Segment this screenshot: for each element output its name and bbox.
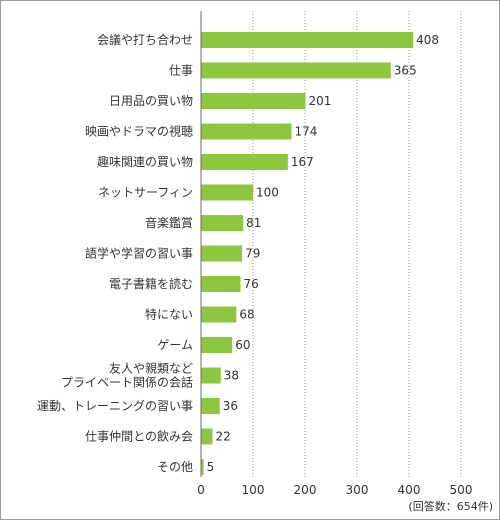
bar	[201, 32, 414, 48]
bar	[201, 154, 288, 170]
category-label: 仕事仲間との飲み会	[85, 429, 193, 444]
x-tick-label: 300	[346, 483, 369, 497]
response-count-note: (回答数：654件)	[408, 499, 493, 513]
category-label: 日用品の買い物	[109, 94, 193, 108]
bar	[201, 337, 233, 353]
bar	[201, 62, 391, 79]
bar	[201, 459, 204, 475]
category-label: 運動、トレーニングの習い事	[37, 399, 193, 413]
category-label: 映画やドラマの視聴	[85, 124, 193, 139]
value-label: 5	[207, 460, 215, 474]
x-tick-label: 0	[197, 483, 205, 497]
value-label: 79	[245, 247, 260, 261]
value-label: 68	[239, 308, 254, 322]
category-label: 仕事	[169, 64, 193, 78]
bar	[201, 367, 221, 384]
category-label: 電子書籍を読む	[109, 276, 193, 291]
bar	[201, 306, 237, 323]
value-label: 22	[215, 430, 230, 444]
bar	[201, 93, 306, 109]
category-label: 会議や打ち合わせ	[97, 32, 193, 47]
x-tick-label: 200	[294, 483, 317, 497]
category-label: 特にない	[145, 307, 193, 322]
category-label: 語学や学習の習い事	[85, 246, 193, 261]
bar	[201, 215, 244, 231]
x-tick-label: 100	[242, 483, 265, 497]
value-label: 174	[294, 125, 317, 139]
bar	[201, 428, 213, 445]
value-label: 201	[309, 94, 332, 108]
value-label: 36	[223, 399, 238, 413]
category-label: 音楽鑑賞	[145, 215, 193, 230]
bar	[201, 123, 292, 140]
x-tick-label: 500	[450, 483, 473, 497]
category-label: プライベート関係の会話	[61, 375, 193, 390]
value-label: 365	[394, 64, 417, 78]
category-label: その他	[157, 460, 193, 474]
bar	[201, 245, 243, 262]
value-label: 60	[235, 338, 250, 352]
value-label: 76	[244, 277, 259, 291]
value-label: 81	[246, 216, 261, 230]
category-label: 友人や親類など	[109, 362, 193, 376]
value-label: 408	[416, 33, 439, 47]
category-label: ネットサーフィン	[98, 186, 193, 200]
x-tick-label: 400	[398, 483, 421, 497]
category-label: ゲーム	[157, 338, 193, 352]
category-label: 趣味関連の買い物	[97, 154, 193, 169]
bar	[201, 276, 241, 292]
value-label: 38	[224, 369, 239, 383]
value-label: 167	[291, 155, 314, 169]
bar	[201, 184, 253, 201]
value-label: 100	[256, 186, 279, 200]
bar	[201, 398, 220, 414]
